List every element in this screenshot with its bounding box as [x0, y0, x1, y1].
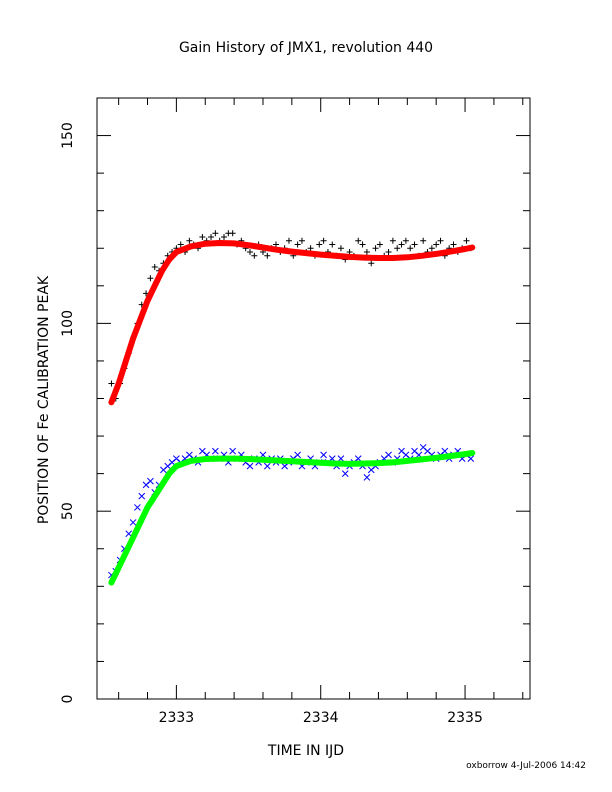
lower-fit-line: [108, 450, 476, 586]
upper-point: [385, 249, 392, 256]
lower-point: [129, 519, 137, 526]
upper-point: [394, 245, 401, 252]
upper-point: [329, 241, 336, 248]
upper-point: [212, 230, 219, 237]
upper-point: [463, 237, 470, 244]
upper-point: [272, 241, 279, 248]
upper-point: [407, 245, 414, 252]
plot-frame: [96, 97, 531, 700]
upper-point: [320, 237, 327, 244]
chart-title: Gain History of JMX1, revolution 440: [179, 40, 433, 56]
axis-ticks: [97, 98, 530, 700]
lower-point: [441, 447, 449, 455]
lower-point: [320, 451, 327, 459]
lower-point: [138, 492, 146, 500]
upper-point: [450, 241, 457, 248]
upper-point: [355, 237, 362, 244]
upper-point: [186, 237, 193, 244]
tick-labels: 2333 2334 2335 0 50 100 150: [60, 122, 483, 726]
upper-point: [411, 241, 418, 248]
lower-point: [147, 477, 154, 485]
upper-point: [437, 237, 444, 244]
upper-point: [389, 237, 396, 244]
x-tick-label: 2334: [303, 710, 339, 726]
upper-point: [337, 245, 344, 252]
lower-point: [337, 455, 345, 462]
lower-point: [363, 474, 371, 481]
x-tick-label: 2333: [159, 710, 195, 726]
upper-point: [316, 241, 323, 248]
upper-point: [229, 230, 236, 237]
y-axis-label: POSITION OF Fe CALIBRATION PEAK: [36, 275, 52, 524]
upper-point: [307, 245, 314, 252]
lower-point: [246, 462, 254, 470]
upper-point: [208, 233, 215, 240]
series-2: [108, 240, 476, 406]
data-marks: [108, 230, 476, 586]
series-3: [108, 443, 475, 579]
upper-point: [398, 241, 405, 248]
y-tick-label: 100: [60, 310, 76, 337]
upper-point: [372, 245, 379, 252]
upper-point: [177, 241, 184, 248]
lower-point: [354, 455, 362, 462]
footer-stamp: oxborrow 4-Jul-2006 14:42: [466, 761, 586, 771]
upper-point: [294, 241, 301, 248]
series-4: [108, 450, 476, 586]
upper-point: [359, 241, 366, 248]
upper-point: [428, 245, 435, 252]
upper-point: [285, 237, 292, 244]
upper-point: [221, 233, 228, 240]
upper-fit-line: [108, 240, 476, 406]
lower-point: [467, 455, 475, 462]
x-axis-label: TIME IN IJD: [267, 743, 344, 759]
lower-point: [134, 504, 141, 511]
upper-point: [420, 237, 427, 244]
x-tick-label: 2335: [447, 710, 483, 726]
upper-point: [363, 249, 370, 256]
upper-point: [147, 275, 154, 282]
upper-point: [264, 252, 271, 259]
lower-point: [229, 447, 237, 455]
upper-point: [246, 249, 253, 256]
y-tick-label: 150: [60, 122, 76, 149]
upper-point: [433, 241, 440, 248]
upper-point: [376, 241, 383, 248]
upper-point: [151, 264, 158, 271]
lower-point: [211, 447, 219, 455]
upper-point: [108, 380, 115, 387]
upper-point: [251, 252, 258, 259]
upper-point: [402, 237, 409, 244]
y-tick-label: 50: [60, 502, 76, 520]
lower-point: [294, 451, 301, 459]
upper-point: [368, 260, 375, 267]
y-tick-label: 0: [60, 695, 76, 704]
lower-point: [385, 451, 392, 459]
lower-point: [263, 462, 271, 470]
lower-point: [341, 470, 349, 477]
upper-point: [199, 233, 206, 240]
upper-point: [298, 237, 305, 244]
